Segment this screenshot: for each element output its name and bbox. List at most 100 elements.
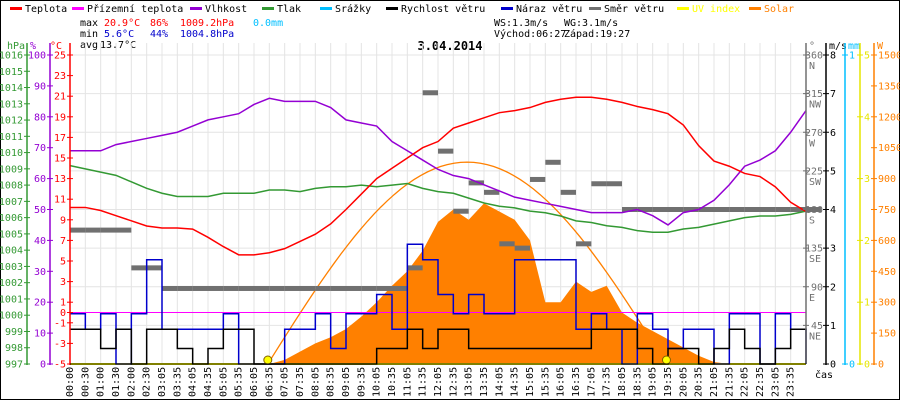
pressure-tick-label: 1012 [0,116,23,127]
pressure-tick-label: 1007 [0,197,23,208]
rain-unit-label: mm [848,41,860,52]
solar-tick-label: 150 [878,329,896,340]
solar-unit-label: W [877,41,884,52]
legend: Teplota Přízemní teplota Vlhkost Tlak Srážky… [10,3,794,15]
time-tick-label: 21:35 [724,367,735,397]
wind-direction-mark [606,181,622,187]
temperature-tick-label: 11 [54,195,66,206]
pressure-tick-label: 999 [5,327,23,338]
wind-direction-mark [668,207,684,212]
wind-direction-mark [315,285,331,291]
time-axis: 00:00 00:30 01:00 01:30 02:00 02:30 03:05 03:35… [65,363,806,397]
wind-direction-mark [560,189,576,195]
wind-direction-mark [714,207,730,212]
time-tick-label: 15:35 [540,367,551,397]
time-tick-label: 10:35 [387,367,398,397]
time-tick-label: 02:00 [126,367,137,397]
wind-direction-mark [300,285,316,291]
time-tick-label: 01:30 [111,367,122,397]
solar-tick-label: 1500 [878,51,900,62]
humidity-tick-label: 80 [34,112,46,123]
stat-min-press: 1004.8hPa [180,29,234,40]
time-tick-label: 12:05 [433,367,444,397]
pressure-tick-label: 1003 [0,262,23,273]
direction-unit-label: ° [809,41,815,52]
wind-tick-label: 1 [830,321,836,332]
solar-tick-label: 1050 [878,143,900,154]
uv-tick-label: 4 [864,112,870,123]
direction-name-label: NE [809,331,821,342]
wind-direction-mark [361,285,377,291]
wind-tick-label: 7 [830,89,836,100]
time-tick-label: 12:35 [448,367,459,397]
solar-clear-sky-line [267,161,668,365]
humidity-tick-label: 20 [34,298,46,309]
temperature-tick-label: 15 [54,154,66,165]
direction-name-label: E [809,293,815,304]
direction-name-label: N [809,61,815,72]
solar-tick-label: 900 [878,174,896,185]
time-tick-label: 17:35 [602,367,613,397]
direction-name-label: W [809,138,816,149]
direction-tick-label: 90 [811,282,823,293]
temperature-tick-label: 25 [54,51,66,62]
solar-tick-label: 1200 [878,112,900,123]
humidity-line [70,97,807,226]
pressure-tick-label: 1016 [0,51,23,62]
wind-direction-mark [376,285,392,291]
stat-min-temp: 5.6°C [104,29,134,40]
legend-swatch [190,7,202,10]
wind-direction-mark [775,207,791,212]
time-tick-label: 22:35 [755,367,766,397]
legend-label: Náraz větru [516,3,582,15]
wind-direction-mark [484,189,500,195]
solar-tick-label: 0 [878,360,884,371]
wind-direction-mark [346,285,362,291]
legend-label: Přízemní teplota [87,3,183,15]
wind-direction-mark [116,227,132,233]
sun-event-marker [263,355,273,365]
uv-tick-label: 0 [864,360,870,371]
time-tick-label: 23:35 [786,367,797,397]
wind-direction-mark [744,207,760,212]
pressure-tick-label: 998 [5,343,23,354]
stat-max-temp: 20.9°C [104,18,140,29]
legend-label: Teplota [25,4,67,15]
wind-direction-mark [208,285,224,291]
time-tick-label: 04:05 [188,367,199,397]
wind-direction-mark [146,265,162,271]
humidity-tick-label: 90 [34,81,46,92]
time-tick-label: 04:35 [203,367,214,397]
wind-direction-mark [422,90,438,96]
time-tick-label: 07:35 [295,367,306,397]
temperature-tick-label: 1 [60,298,66,309]
chart-title: 3.04.2014 [417,39,482,53]
solar-tick-label: 600 [878,236,896,247]
pressure-tick-label: 1010 [0,148,23,159]
legend-swatch [386,7,398,10]
stat-sunrise: Východ:06:27 [494,28,566,40]
time-tick-label: 08:35 [326,367,337,397]
legend-swatch [749,7,761,10]
temperature-tick-label: -1 [54,318,66,329]
temperature-tick-label: 7 [60,236,66,247]
time-tick-label: 19:35 [663,367,674,397]
time-tick-label: 06:05 [249,367,260,397]
humidity-tick-label: 100 [28,51,46,62]
stat-avg-label: avg [80,40,98,51]
legend-label: Směr větru [604,3,664,15]
solar-tick-label: 450 [878,267,896,278]
direction-name-label: SW [809,177,822,188]
time-tick-label: 14:05 [494,367,505,397]
temperature-tick-label: 9 [60,215,66,226]
legend-swatch [262,7,274,10]
wind-direction-mark [806,207,822,212]
uv-tick-label: 3 [864,174,870,185]
wind-tick-label: 8 [830,51,836,62]
legend-label: Solar [764,4,794,15]
stat-wg: WG:3.1m/s [564,18,618,29]
humidity-tick-label: 0 [40,360,46,371]
time-tick-label: 22:05 [740,367,751,397]
temperature-tick-label: 19 [54,112,66,123]
